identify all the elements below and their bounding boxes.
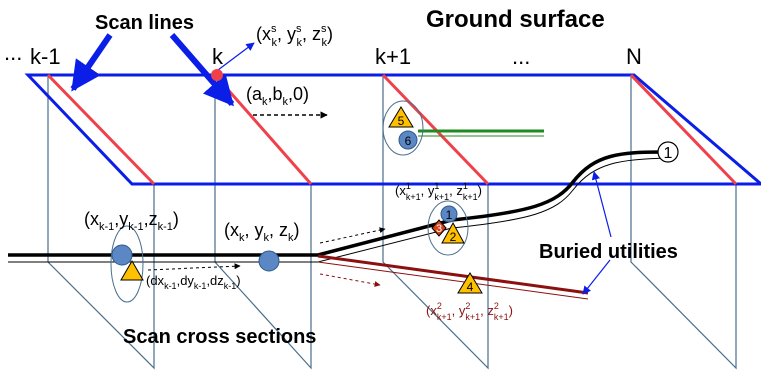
scan-lines-label: Scan lines [95,12,194,34]
direction-label: (ak,bk,0) [246,84,309,108]
delta-label: (dxk-1,dyk-1,dzk-1) [146,273,241,291]
scan-cross-sections-label: Scan cross sections [123,326,316,348]
cross-section-n [630,75,737,370]
detection-circle-k-minus-1 [111,244,133,266]
marker-3-label: 3 [436,223,442,235]
scan-lines-arrow-left [70,33,113,92]
buried-utilities-label: Buried utilities [539,241,678,263]
marker-6-label: 6 [405,134,412,148]
cross-section-k-minus-1 [47,75,155,370]
cross-section-k-plus-1 [382,75,489,370]
marker-6-circle [398,130,418,150]
index-n: N [626,44,642,69]
detection-group-k-plus-1-upper [382,100,424,156]
scan-cross-sections [47,75,737,370]
ellipsis-mid: ... [512,44,530,69]
marker-3-diamond [431,219,447,237]
end-marker-label: 1 [664,145,673,162]
red-utility-line [317,254,589,295]
utility-2-point-label: (x2 k+1, y2 k+1, z2 k+1) [426,301,513,322]
point-k-label: (xk, yk, zk) [224,220,300,244]
marker-1-circle [440,205,458,223]
sensor-position-label: (xs k, ys k, zs k) [256,23,333,49]
black-utility-shadow [8,157,666,263]
point-k-minus-1-label: (xk-1,yk-1,zk-1) [84,209,179,233]
detection-triangle-k-minus-1 [120,260,144,281]
next-point-arrow-black [319,227,386,244]
scan-line-k-minus-1 [46,73,156,186]
scan-line-n [629,73,738,186]
next-point-arrow-red [319,273,381,287]
detection-circle-k [258,250,280,272]
detection-group-k-minus-1 [110,225,144,303]
index-k-minus-1: k-1 [30,44,61,69]
cross-section-k [214,75,312,370]
ground-surface-plane [24,73,761,186]
marker-2-label: 2 [450,230,457,244]
marker-5-triangle [388,106,414,128]
utility-end-marker [657,141,679,163]
scan-lines-group [46,73,738,186]
marker-2-triangle [441,221,465,244]
marker-1-label: 1 [446,208,453,222]
ellipsis-left: ... [4,40,22,65]
buried-utilities-arrow-top [591,171,612,238]
index-k-plus-1: k+1 [375,44,411,69]
delta-arrow [147,263,241,271]
marker-4-label: 4 [467,280,474,294]
marker-4-triangle [457,272,483,294]
scan-lines-arrow-right [169,33,235,107]
ground-surface-label: Ground surface [426,6,605,33]
sensor-point [211,69,223,81]
marker-5-label: 5 [398,114,405,128]
sensor-position-arrow [217,42,255,71]
utility-1-point-label: (x1 k+1, y1 k+1, z1 k+1) [395,181,482,202]
index-k: k [212,44,224,69]
detection-group-k-plus-1-lower [427,200,469,256]
red-utility-line-thin [317,261,589,300]
black-utility-line [8,150,666,257]
buried-utilities-arrow-bottom [582,259,611,295]
